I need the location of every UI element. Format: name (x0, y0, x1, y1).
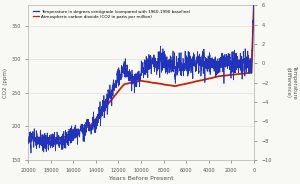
Legend: Temperature in degrees centigrade (compared with 1960-1990 baseline), Atmospheri: Temperature in degrees centigrade (compa… (33, 9, 191, 19)
X-axis label: Years Before Present: Years Before Present (109, 176, 173, 181)
Y-axis label: CO2 (ppm): CO2 (ppm) (4, 68, 8, 98)
Y-axis label: Temperature
(difference): Temperature (difference) (286, 66, 296, 100)
